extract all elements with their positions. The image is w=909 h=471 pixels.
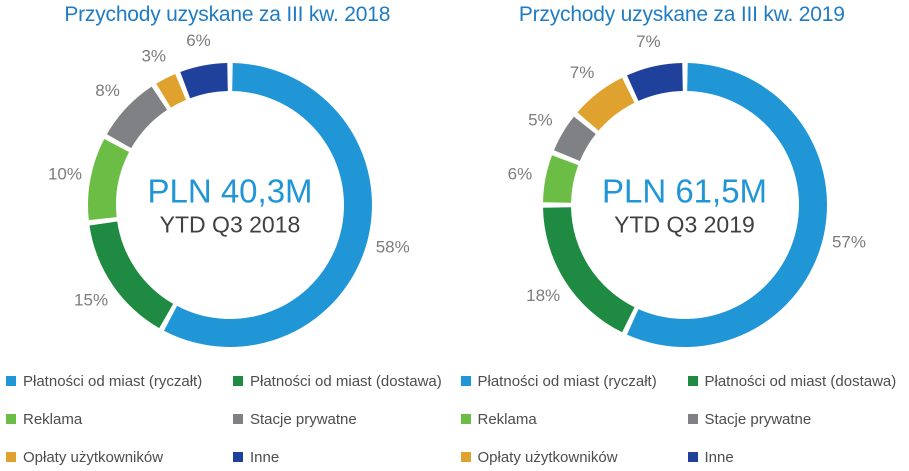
donut-segment-płatności-od-miast-dostawa	[542, 207, 634, 333]
legend-label: Opłaty użytkowników	[23, 448, 164, 466]
legend-label: Płatności od miast (ryczałt)	[23, 372, 203, 390]
legend-item-płatności-od-miast-ryczałt: Płatności od miast (ryczałt)	[6, 373, 233, 390]
donut-segment-płatności-od-miast-ryczałt	[626, 63, 827, 347]
legend-2019: Płatności od miast (ryczałt) Płatności od…	[460, 362, 903, 471]
legend-swatch-icon	[460, 414, 471, 424]
data-label-opłaty-użytkowników: 7%	[569, 63, 594, 82]
data-label-reklama: 6%	[507, 164, 532, 183]
data-label-reklama: 10%	[48, 164, 82, 183]
legend-swatch-icon	[233, 376, 243, 386]
legend-item-inne: Inne	[687, 448, 903, 466]
legend-swatch-icon	[687, 452, 698, 462]
legend-swatch-icon	[233, 452, 243, 462]
legend-label: Płatności od miast (dostawa)	[704, 372, 897, 390]
legend-label: Reklama	[23, 410, 83, 428]
legend-swatch-icon	[6, 376, 16, 386]
legend-label: Opłaty użytkowników	[477, 448, 618, 466]
legend-item-stacje-prywatne: Stacje prywatne	[233, 411, 448, 428]
legend-item-płatności-od-miast-dostawa: Płatności od miast (dostawa)	[233, 373, 448, 390]
donut-segment-inne	[180, 63, 228, 99]
legend-label: Reklama	[477, 410, 537, 428]
legend-item-płatności-od-miast-dostawa: Płatności od miast (dostawa)	[687, 372, 903, 390]
legend-item-inne: Inne	[233, 449, 448, 466]
chart-title-2019: Przychody uzyskane za III kw. 2019	[518, 3, 845, 26]
donut-chart-2018: 58% 15% 10% 8% 3% 6%	[48, 31, 410, 348]
total-revenue-value: PLN 40,3M	[147, 172, 313, 210]
legend-item-opłaty-użytkowników: Opłaty użytkowników	[460, 448, 688, 466]
donut-segment-opłaty-użytkowników	[576, 77, 634, 131]
legend-swatch-icon	[460, 452, 471, 462]
legend-item-reklama: Reklama	[6, 411, 233, 428]
donut-segment-stacje-prywatne	[106, 86, 168, 149]
data-label-płatności-od-miast-dostawa: 15%	[74, 290, 108, 309]
chart-block-2018: Przychody uzyskane za III kw. 2018 58% 15…	[6, 3, 448, 471]
legend-label: Stacje prywatne	[250, 410, 357, 428]
legend-swatch-icon	[6, 452, 16, 462]
donut-center-text-2019: PLN 61,5M YTD Q3 2019	[602, 172, 767, 239]
data-label-stacje-prywatne: 8%	[95, 81, 120, 100]
data-label-inne: 7%	[636, 32, 661, 51]
donut-center-text-2018: PLN 40,3M YTD Q3 2018	[147, 172, 312, 239]
donut-segment-opłaty-użytkowników	[156, 73, 187, 108]
period-label: YTD Q3 2019	[614, 211, 755, 238]
data-label-inne: 6%	[186, 31, 211, 50]
legend-item-płatności-od-miast-ryczałt: Płatności od miast (ryczałt)	[460, 372, 688, 390]
legend-item-opłaty-użytkowników: Opłaty użytkowników	[6, 449, 233, 466]
legend-swatch-icon	[687, 376, 698, 386]
legend-label: Inne	[250, 448, 280, 466]
legend-label: Płatności od miast (dostawa)	[250, 372, 442, 390]
donut-segment-reklama	[542, 155, 578, 203]
chart-title-2018: Przychody uzyskane za III kw. 2018	[64, 3, 391, 26]
legend-2018: Płatności od miast (ryczałt) Płatności od…	[6, 362, 448, 471]
legend-label: Płatności od miast (ryczałt)	[477, 372, 657, 390]
data-label-stacje-prywatne: 5%	[528, 110, 553, 129]
total-revenue-value: PLN 61,5M	[601, 172, 768, 210]
donut-segment-reklama	[88, 138, 130, 221]
data-label-płatności-od-miast-dostawa: 18%	[526, 286, 560, 305]
legend-item-stacje-prywatne: Stacje prywatne	[687, 410, 903, 428]
data-label-opłaty-użytkowników: 3%	[141, 46, 166, 65]
legend-item-reklama: Reklama	[460, 410, 688, 428]
donut-chart-2019: 57% 18% 6% 5% 7% 7%	[507, 32, 865, 347]
legend-label: Inne	[704, 448, 734, 466]
donut-segment-stacje-prywatne	[553, 116, 596, 162]
legend-swatch-icon	[687, 414, 698, 424]
legend-swatch-icon	[233, 414, 243, 424]
legend-swatch-icon	[6, 414, 16, 424]
legend-label: Stacje prywatne	[704, 410, 812, 428]
data-label-płatności-od-miast-ryczałt: 57%	[831, 233, 865, 252]
chart-block-2019: Przychody uzyskane za III kw. 2019 57% 18…	[455, 0, 909, 471]
donut-segment-płatności-od-miast-ryczałt	[163, 63, 373, 348]
data-label-płatności-od-miast-ryczałt: 58%	[376, 238, 410, 257]
donut-segment-inne	[626, 63, 683, 101]
period-label: YTD Q3 2018	[159, 211, 301, 238]
legend-swatch-icon	[460, 376, 471, 386]
donut-segment-płatności-od-miast-dostawa	[89, 221, 174, 329]
